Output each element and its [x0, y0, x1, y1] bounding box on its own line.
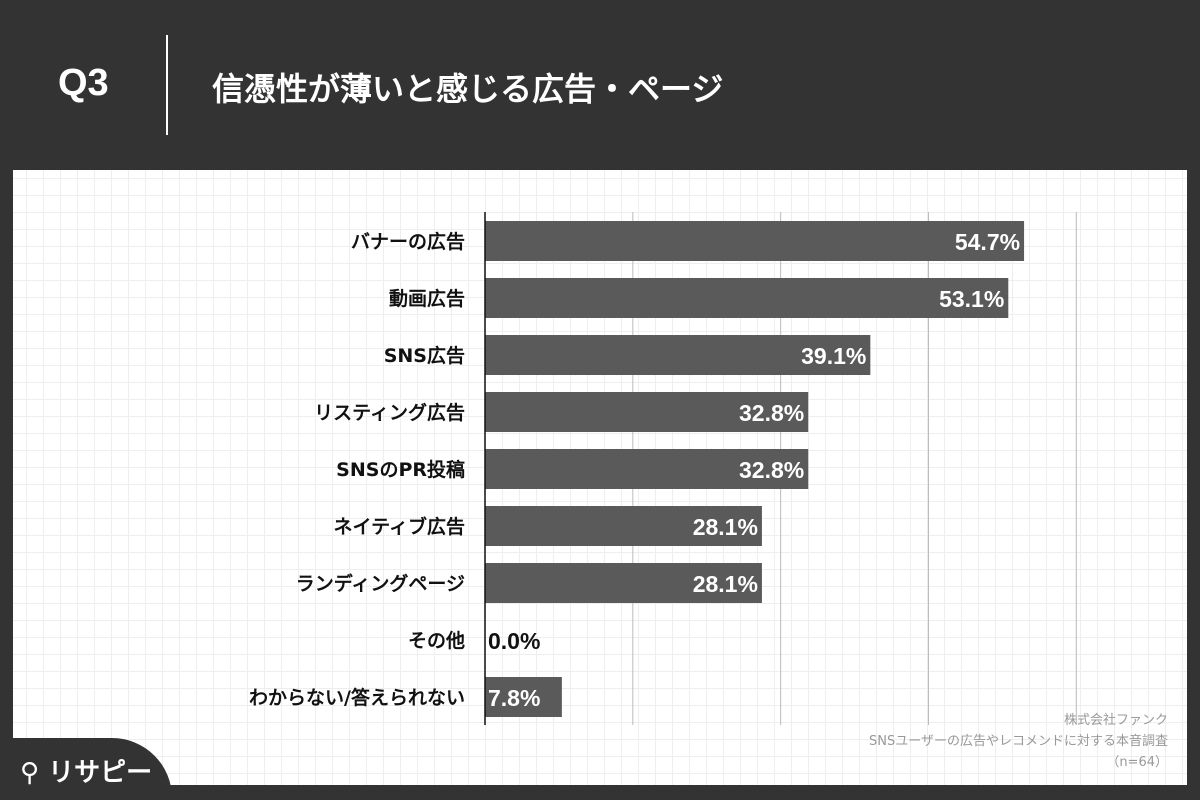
header-divider	[166, 35, 168, 135]
source-note: 株式会社ファンク SNSユーザーの広告やレコメンドに対する本音調査 （n=64）	[869, 710, 1168, 773]
question-number: Q3	[58, 62, 109, 104]
bar	[485, 335, 871, 375]
value-label: 28.1%	[693, 514, 758, 540]
category-label: SNSのPR投稿	[336, 458, 465, 481]
category-label: 動画広告	[389, 287, 465, 310]
category-label: バナーの広告	[351, 230, 465, 253]
category-label: ランディングページ	[296, 572, 465, 595]
value-label: 54.7%	[955, 229, 1020, 255]
category-label: わからない/答えられない	[249, 686, 465, 709]
value-label: 32.8%	[739, 400, 804, 426]
chart-panel	[13, 170, 1187, 785]
value-label: 0.0%	[488, 628, 540, 654]
bar	[485, 392, 809, 432]
value-label: 7.8%	[488, 685, 540, 711]
bar	[485, 278, 1009, 318]
value-label: 32.8%	[739, 457, 804, 483]
category-label: リスティング広告	[314, 401, 465, 424]
footer-survey: SNSユーザーの広告やレコメンドに対する本音調査	[869, 734, 1168, 749]
category-label: SNS広告	[384, 344, 465, 367]
category-label: ネイティブ広告	[334, 515, 465, 538]
value-label: 39.1%	[801, 343, 866, 369]
value-label: 28.1%	[693, 571, 758, 597]
bar	[485, 449, 809, 489]
bar	[485, 563, 762, 603]
bar	[485, 677, 562, 717]
logo: ⚲ リサピー	[0, 738, 172, 800]
value-label: 53.1%	[939, 286, 1004, 312]
footer-sample: （n=64）	[1106, 755, 1168, 770]
category-label: その他	[408, 629, 465, 652]
page-title: 信憑性が薄いと感じる広告・ページ	[212, 70, 724, 108]
footer-company: 株式会社ファンク	[1063, 713, 1168, 728]
bar	[485, 221, 1025, 261]
logo-text: ⚲ リサピー	[20, 758, 153, 788]
bar	[485, 506, 762, 546]
